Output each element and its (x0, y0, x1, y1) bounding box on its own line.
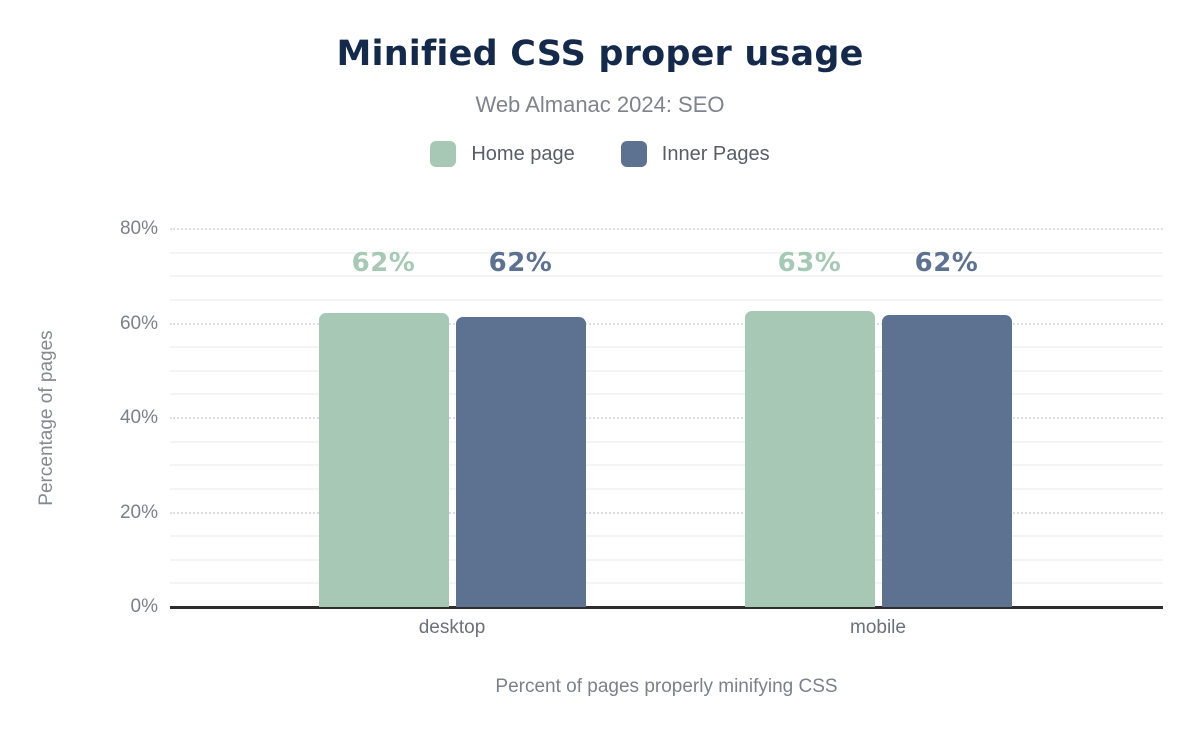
minor-gridline (170, 369, 1163, 372)
bar-value-label-desktop-inner-pages: 62% (488, 248, 553, 278)
major-gridline (170, 322, 1163, 325)
chart-subtitle: Web Almanac 2024: SEO (475, 92, 725, 117)
bar-desktop-inner-pages (455, 316, 586, 607)
legend-label-home-page: Home page (471, 142, 575, 165)
minor-gridline (170, 464, 1163, 467)
bar-value-label-mobile-inner-pages: 62% (914, 248, 979, 278)
x-axis-line (170, 606, 1163, 609)
y-axis-tick-label: 40% (119, 407, 158, 428)
legend-swatch-home-page (430, 141, 457, 167)
minor-gridline (170, 582, 1163, 585)
minor-gridline (170, 558, 1163, 561)
legend: Home page Inner Pages (0, 141, 1200, 167)
minor-gridline (170, 393, 1163, 396)
bar-mobile-inner-pages (881, 314, 1012, 607)
chart-title: Minified CSS proper usage (336, 34, 864, 74)
minor-gridline (170, 251, 1163, 254)
bar-value-label-desktop-home-page: 62% (351, 248, 416, 278)
minor-gridline (170, 346, 1163, 349)
legend-item-inner-pages[interactable]: Inner Pages (620, 141, 770, 167)
major-gridline (170, 228, 1163, 230)
bar-desktop-home-page (318, 313, 449, 607)
legend-swatch-inner-pages (620, 141, 647, 167)
minor-gridline (170, 487, 1163, 490)
x-axis-tick-label-mobile: mobile (850, 617, 906, 638)
bar-value-label-mobile-home-page: 63% (777, 248, 842, 278)
minor-gridline (170, 535, 1163, 538)
y-axis-tick-label: 0% (130, 596, 158, 617)
bar-mobile-home-page (744, 310, 875, 607)
legend-item-home-page[interactable]: Home page (430, 141, 575, 167)
x-axis-tick-label-desktop: desktop (418, 617, 486, 638)
y-axis-tick-label: 80% (119, 218, 158, 239)
minor-gridline (170, 440, 1163, 443)
x-axis-caption: Percent of pages properly minifying CSS (495, 676, 838, 697)
y-axis-tick-label: 60% (119, 312, 158, 334)
y-axis-tick-label: 20% (119, 501, 158, 523)
legend-label-inner-pages: Inner Pages (661, 142, 770, 165)
major-gridline (170, 417, 1163, 419)
minor-gridline (170, 275, 1163, 278)
minor-gridline (170, 298, 1163, 301)
major-gridline (170, 511, 1163, 514)
